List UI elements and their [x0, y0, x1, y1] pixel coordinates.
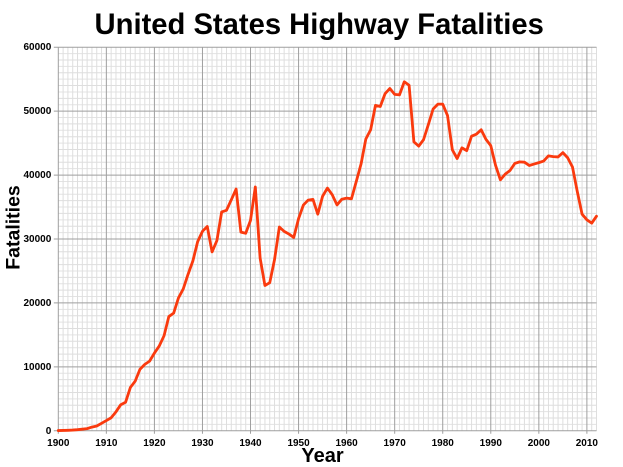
svg-text:1930: 1930	[191, 438, 214, 449]
svg-text:1960: 1960	[335, 438, 358, 449]
svg-text:60000: 60000	[23, 42, 51, 53]
svg-text:1950: 1950	[287, 438, 310, 449]
svg-text:10000: 10000	[23, 362, 51, 373]
svg-text:1920: 1920	[143, 438, 166, 449]
svg-text:2010: 2010	[576, 438, 599, 449]
svg-text:Fatalities: Fatalities	[2, 185, 24, 270]
svg-text:1900: 1900	[47, 438, 70, 449]
svg-text:20000: 20000	[23, 298, 51, 309]
svg-text:United States Highway Fataliti: United States Highway Fatalities	[95, 9, 544, 41]
svg-text:1990: 1990	[480, 438, 503, 449]
svg-text:1980: 1980	[432, 438, 455, 449]
svg-text:40000: 40000	[23, 170, 51, 181]
svg-text:50000: 50000	[23, 106, 51, 117]
svg-text:Year: Year	[301, 445, 343, 467]
svg-text:2000: 2000	[528, 438, 551, 449]
svg-text:30000: 30000	[23, 234, 51, 245]
svg-text:0: 0	[46, 426, 52, 437]
svg-text:1970: 1970	[384, 438, 407, 449]
svg-text:1910: 1910	[95, 438, 118, 449]
svg-text:1940: 1940	[239, 438, 262, 449]
